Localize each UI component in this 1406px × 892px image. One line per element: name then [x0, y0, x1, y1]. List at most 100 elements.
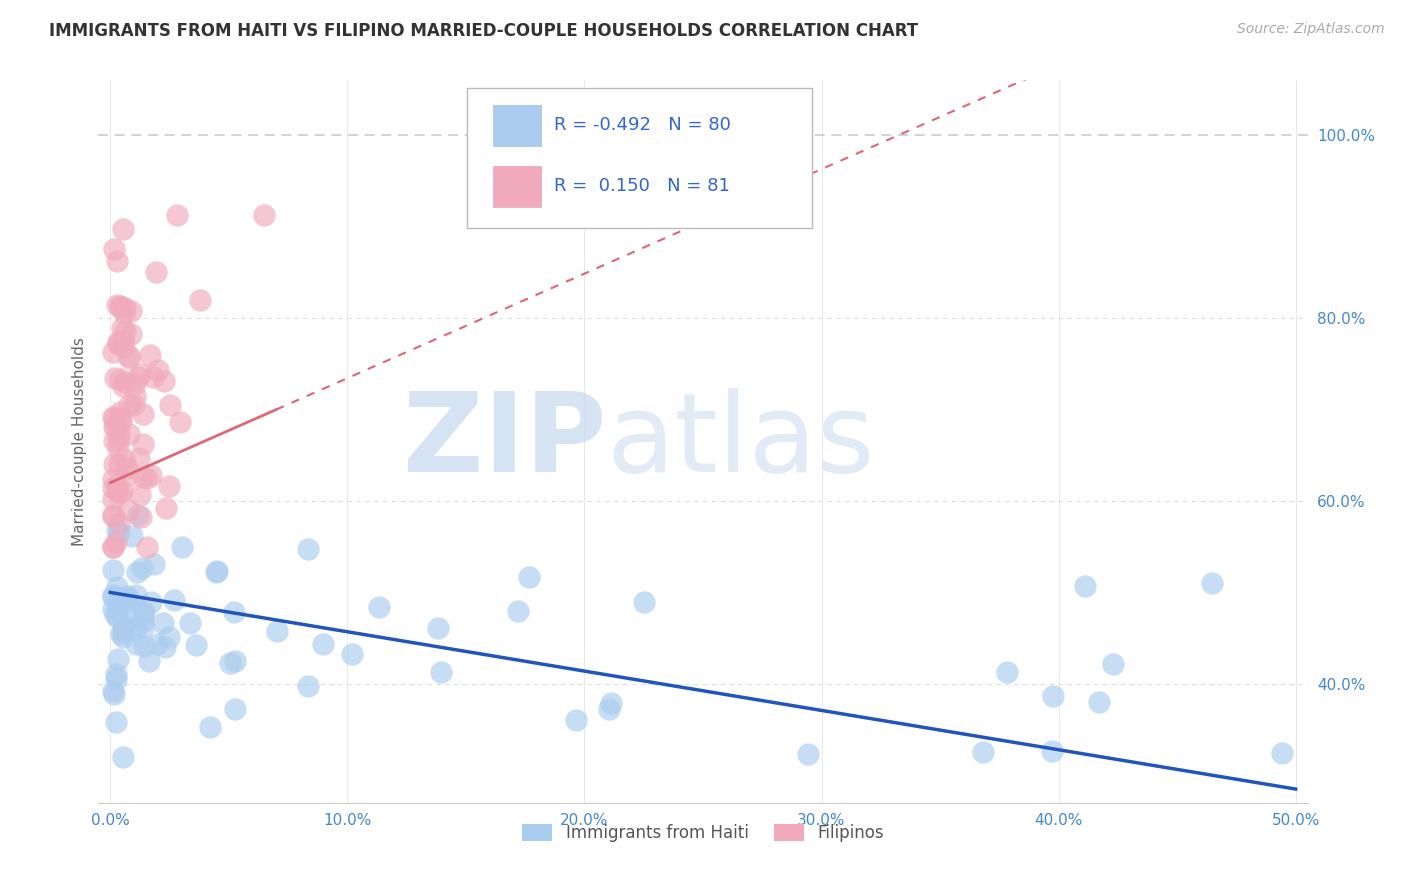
Point [118, 349, 141, 363]
Point [131, 560, 153, 574]
Point [124, 389, 146, 403]
Text: ZIP: ZIP [404, 388, 606, 495]
Point [118, 351, 141, 365]
Point [107, 441, 129, 455]
Point [1073, 579, 1095, 593]
Point [598, 702, 620, 716]
Point [110, 415, 132, 429]
Point [112, 375, 135, 389]
Point [342, 647, 364, 661]
Point [107, 337, 129, 351]
Point [104, 418, 127, 433]
Point [132, 614, 155, 628]
Point [103, 434, 125, 449]
Y-axis label: Married-couple Households: Married-couple Households [72, 337, 87, 546]
Point [103, 410, 125, 425]
Point [112, 617, 135, 632]
FancyBboxPatch shape [467, 87, 811, 228]
Point [107, 426, 129, 441]
Point [1042, 689, 1064, 703]
Point [101, 508, 124, 522]
Point [115, 468, 138, 483]
Point [107, 523, 129, 537]
Point [198, 720, 221, 734]
Point [101, 540, 124, 554]
Text: R = -0.492   N = 80: R = -0.492 N = 80 [554, 116, 731, 134]
Point [972, 745, 994, 759]
Point [103, 458, 125, 472]
Text: IMMIGRANTS FROM HAITI VS FILIPINO MARRIED-COUPLE HOUSEHOLDS CORRELATION CHART: IMMIGRANTS FROM HAITI VS FILIPINO MARRIE… [49, 22, 918, 40]
Point [132, 639, 155, 653]
Point [105, 535, 128, 549]
Point [141, 467, 163, 482]
Point [107, 651, 129, 665]
FancyBboxPatch shape [492, 166, 541, 208]
Point [114, 324, 136, 338]
Point [142, 369, 165, 384]
Point [107, 524, 129, 539]
Point [101, 344, 124, 359]
Point [1271, 746, 1294, 760]
Point [132, 407, 155, 421]
Point [166, 208, 188, 222]
Text: atlas: atlas [606, 388, 875, 495]
Point [797, 747, 820, 762]
Point [152, 374, 174, 388]
Point [111, 624, 134, 639]
Point [110, 626, 132, 640]
Point [120, 604, 142, 618]
Point [224, 702, 246, 716]
Point [124, 399, 146, 413]
Point [368, 600, 391, 615]
Point [136, 470, 159, 484]
Point [108, 457, 131, 471]
Point [114, 301, 136, 315]
Point [139, 348, 162, 362]
Point [146, 637, 169, 651]
FancyBboxPatch shape [492, 105, 541, 146]
Point [107, 334, 129, 349]
Point [115, 590, 138, 604]
Text: Source: ZipAtlas.com: Source: ZipAtlas.com [1237, 22, 1385, 37]
Point [107, 298, 129, 312]
Point [115, 591, 138, 605]
Point [112, 750, 135, 764]
Point [118, 426, 141, 441]
Point [112, 379, 135, 393]
Point [101, 492, 124, 507]
Point [120, 326, 142, 341]
Point [103, 420, 125, 434]
Point [105, 667, 128, 681]
Point [153, 640, 176, 655]
Point [128, 488, 150, 502]
Point [108, 485, 131, 500]
Point [125, 637, 148, 651]
Point [101, 481, 124, 495]
Point [600, 696, 623, 710]
Point [111, 620, 134, 634]
Point [117, 461, 139, 475]
Point [105, 673, 128, 687]
Point [184, 638, 207, 652]
Point [508, 604, 530, 618]
Point [141, 595, 163, 609]
Point [108, 516, 131, 530]
Point [128, 450, 150, 465]
Point [1088, 695, 1111, 709]
Point [179, 615, 201, 630]
Point [129, 510, 152, 524]
Point [129, 368, 152, 382]
Point [132, 470, 155, 484]
Point [107, 609, 129, 624]
Point [633, 595, 655, 609]
Point [125, 588, 148, 602]
Point [188, 293, 211, 307]
Point [101, 602, 124, 616]
Point [152, 615, 174, 630]
Point [1040, 744, 1063, 758]
Point [157, 479, 180, 493]
Point [111, 321, 134, 335]
Point [124, 622, 146, 636]
Point [107, 433, 129, 447]
Point [101, 683, 124, 698]
